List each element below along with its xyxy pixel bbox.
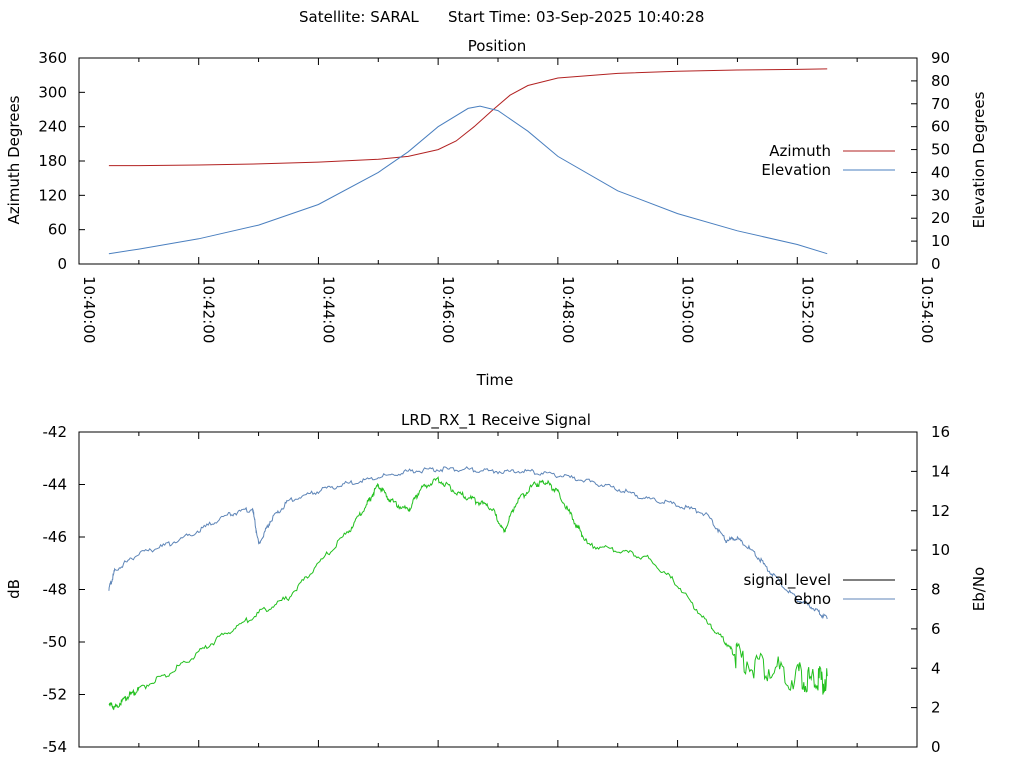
signal-plot-frame bbox=[78, 431, 918, 748]
position-series-Elevation bbox=[108, 105, 828, 255]
position-x-tick-label: 10:54:00 bbox=[918, 276, 936, 343]
position-y2-tick-label: 50 bbox=[931, 141, 950, 159]
position-series-Azimuth bbox=[108, 68, 828, 167]
position-legend-label: Azimuth bbox=[769, 142, 831, 160]
position-y-tick-label: 300 bbox=[38, 83, 67, 101]
signal-y2-tick-label: 16 bbox=[931, 423, 950, 441]
signal-y-axis-title: dB bbox=[5, 579, 23, 599]
signal-y2-tick-label: 6 bbox=[931, 620, 941, 638]
signal-chart-title: LRD_RX_1 Receive Signal bbox=[401, 411, 591, 430]
signal-legend-label: signal_level bbox=[743, 571, 831, 590]
position-y-tick-label: 180 bbox=[38, 152, 67, 170]
signal-y-tick-label: -52 bbox=[43, 686, 68, 704]
signal-y2-tick-label: 14 bbox=[931, 462, 950, 480]
header-start-time: Start Time: 03-Sep-2025 10:40:28 bbox=[448, 8, 704, 26]
position-y2-tick-label: 30 bbox=[931, 186, 950, 204]
signal-y-tick-label: -48 bbox=[43, 581, 68, 599]
signal-series-trace bbox=[108, 476, 828, 711]
position-y2-tick-label: 60 bbox=[931, 118, 950, 136]
position-chart: Position Time Azimuth Degrees Elevation … bbox=[5, 37, 988, 389]
signal-y-tick-label: -50 bbox=[43, 633, 68, 651]
position-y2-tick-label: 10 bbox=[931, 232, 950, 250]
position-y2-tick-label: 80 bbox=[931, 72, 950, 90]
receive-signal-chart: LRD_RX_1 Receive Signal dB Eb/No -54 -52 -… bbox=[5, 411, 988, 756]
header-satellite: Satellite: SARAL bbox=[299, 8, 419, 26]
signal-y2-tick-label: 12 bbox=[931, 502, 950, 520]
signal-y2-tick-label: 8 bbox=[931, 581, 941, 599]
position-x-tick-label: 10:52:00 bbox=[798, 276, 816, 343]
signal-y-tick-label: -54 bbox=[43, 738, 68, 756]
position-x-tick-label: 10:50:00 bbox=[679, 276, 697, 343]
position-y-tick-label: 240 bbox=[38, 118, 67, 136]
signal-y2-tick-label: 0 bbox=[931, 738, 941, 756]
position-y2-tick-label: 40 bbox=[931, 163, 950, 181]
position-y-tick-label: 120 bbox=[38, 186, 67, 204]
position-y2-tick-label: 0 bbox=[931, 255, 941, 273]
position-y2-axis-title: Elevation Degrees bbox=[970, 91, 988, 228]
signal-y2-tick-label: 4 bbox=[931, 659, 941, 677]
position-y2-tick-label: 90 bbox=[931, 49, 950, 67]
position-x-tick-label: 10:48:00 bbox=[559, 276, 577, 343]
position-x-tick-label: 10:44:00 bbox=[319, 276, 337, 343]
position-y-tick-label: 0 bbox=[57, 255, 67, 273]
signal-y2-tick-label: 2 bbox=[931, 699, 941, 717]
signal-y-tick-label: -44 bbox=[43, 476, 68, 494]
position-y-tick-label: 60 bbox=[48, 221, 67, 239]
position-x-tick-label: 10:42:00 bbox=[200, 276, 218, 343]
position-y2-tick-label: 20 bbox=[931, 209, 950, 227]
signal-y2-axis-title: Eb/No bbox=[970, 567, 988, 611]
signal-y-tick-label: -42 bbox=[43, 423, 68, 441]
position-x-axis-title: Time bbox=[476, 371, 514, 389]
signal-y-tick-label: -46 bbox=[43, 528, 68, 546]
position-y-axis-title: Azimuth Degrees bbox=[5, 95, 23, 224]
signal-legend-label: ebno bbox=[794, 590, 831, 608]
position-y-tick-label: 360 bbox=[38, 49, 67, 67]
signal-series-ebno bbox=[108, 466, 828, 620]
signal-y2-tick-label: 10 bbox=[931, 541, 950, 559]
position-x-tick-label: 10:46:00 bbox=[439, 276, 457, 343]
position-y2-tick-label: 70 bbox=[931, 95, 950, 113]
position-legend-label: Elevation bbox=[761, 161, 831, 179]
position-x-tick-label: 10:40:00 bbox=[80, 276, 98, 343]
position-chart-title: Position bbox=[468, 37, 526, 55]
